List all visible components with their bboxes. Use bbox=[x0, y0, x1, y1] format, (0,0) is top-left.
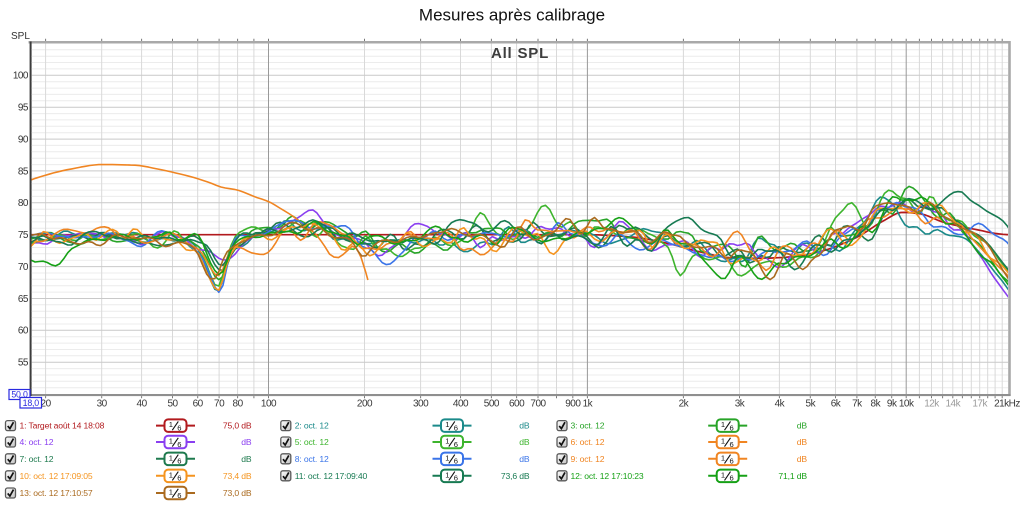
svg-text:10: oct. 12 17:09:05: 10: oct. 12 17:09:05 bbox=[20, 471, 93, 481]
svg-text:6: 6 bbox=[730, 457, 734, 466]
svg-text:5k: 5k bbox=[806, 399, 817, 410]
svg-text:18,0: 18,0 bbox=[23, 398, 40, 408]
svg-text:50,0: 50,0 bbox=[11, 390, 28, 400]
svg-text:6: 6 bbox=[454, 457, 458, 466]
svg-text:100: 100 bbox=[261, 399, 277, 410]
svg-text:6: 6 bbox=[454, 423, 458, 432]
svg-text:9: oct. 12: 9: oct. 12 bbox=[571, 454, 605, 464]
svg-text:21kHz: 21kHz bbox=[994, 399, 1020, 410]
svg-text:1: 1 bbox=[169, 488, 173, 497]
svg-text:70: 70 bbox=[18, 262, 29, 273]
svg-text:40: 40 bbox=[137, 399, 148, 410]
svg-text:6: oct. 12: 6: oct. 12 bbox=[571, 437, 605, 447]
svg-text:8: oct. 12: 8: oct. 12 bbox=[295, 454, 329, 464]
svg-text:90: 90 bbox=[18, 135, 29, 146]
svg-text:9k: 9k bbox=[887, 399, 898, 410]
svg-text:1: 1 bbox=[721, 437, 725, 446]
svg-text:6: 6 bbox=[177, 491, 181, 500]
svg-text:6: 6 bbox=[454, 474, 458, 483]
svg-text:11: oct. 12 17:09:40: 11: oct. 12 17:09:40 bbox=[295, 471, 368, 481]
svg-text:30: 30 bbox=[97, 399, 108, 410]
svg-text:6k: 6k bbox=[831, 399, 842, 410]
svg-text:1: 1 bbox=[445, 470, 449, 479]
svg-text:dB: dB bbox=[519, 454, 530, 464]
svg-text:dB: dB bbox=[797, 437, 808, 447]
svg-text:6: 6 bbox=[730, 423, 734, 432]
svg-text:1: 1 bbox=[169, 470, 173, 479]
svg-text:17k: 17k bbox=[972, 399, 988, 410]
svg-text:3k: 3k bbox=[735, 399, 746, 410]
svg-text:6: 6 bbox=[730, 474, 734, 483]
svg-text:10k: 10k bbox=[899, 399, 915, 410]
svg-text:73,0 dB: 73,0 dB bbox=[223, 488, 252, 498]
svg-text:71,1 dB: 71,1 dB bbox=[778, 471, 807, 481]
svg-text:4k: 4k bbox=[775, 399, 786, 410]
svg-text:5: oct. 12: 5: oct. 12 bbox=[295, 437, 329, 447]
svg-text:1k: 1k bbox=[583, 399, 594, 410]
svg-text:dB: dB bbox=[519, 421, 530, 431]
svg-text:6: 6 bbox=[177, 440, 181, 449]
svg-text:1: 1 bbox=[169, 453, 173, 462]
svg-text:6: 6 bbox=[454, 440, 458, 449]
svg-text:80: 80 bbox=[18, 198, 29, 209]
svg-text:1: 1 bbox=[721, 420, 725, 429]
svg-text:6: 6 bbox=[177, 474, 181, 483]
svg-text:6: 6 bbox=[177, 457, 181, 466]
svg-text:4: oct. 12: 4: oct. 12 bbox=[20, 437, 54, 447]
svg-text:14k: 14k bbox=[945, 399, 961, 410]
svg-text:80: 80 bbox=[233, 399, 244, 410]
svg-text:400: 400 bbox=[453, 399, 469, 410]
svg-text:700: 700 bbox=[530, 399, 546, 410]
svg-text:75: 75 bbox=[18, 230, 29, 241]
svg-text:7k: 7k bbox=[852, 399, 863, 410]
svg-text:12k: 12k bbox=[924, 399, 940, 410]
svg-text:100: 100 bbox=[13, 71, 29, 82]
svg-text:900: 900 bbox=[565, 399, 581, 410]
svg-text:73,6 dB: 73,6 dB bbox=[501, 471, 530, 481]
svg-text:85: 85 bbox=[18, 166, 29, 177]
svg-text:13: oct. 12 17:10:57: 13: oct. 12 17:10:57 bbox=[20, 488, 93, 498]
svg-text:12: oct. 12 17:10:23: 12: oct. 12 17:10:23 bbox=[571, 471, 644, 481]
svg-text:95: 95 bbox=[18, 103, 29, 114]
svg-text:73,4 dB: 73,4 dB bbox=[223, 471, 252, 481]
svg-text:200: 200 bbox=[357, 399, 373, 410]
svg-text:dB: dB bbox=[241, 454, 252, 464]
svg-text:dB: dB bbox=[797, 454, 808, 464]
svg-text:70: 70 bbox=[214, 399, 225, 410]
svg-text:7: oct. 12: 7: oct. 12 bbox=[20, 454, 54, 464]
svg-text:1: 1 bbox=[169, 420, 173, 429]
svg-text:6: 6 bbox=[177, 423, 181, 432]
svg-text:All SPL: All SPL bbox=[491, 45, 549, 62]
svg-text:1: 1 bbox=[445, 453, 449, 462]
svg-text:dB: dB bbox=[519, 437, 530, 447]
svg-text:dB: dB bbox=[241, 437, 252, 447]
svg-text:dB: dB bbox=[797, 421, 808, 431]
svg-text:1: 1 bbox=[445, 420, 449, 429]
svg-text:1: Target août 14 18:08: 1: Target août 14 18:08 bbox=[20, 421, 105, 431]
svg-text:20: 20 bbox=[41, 399, 52, 410]
svg-text:55: 55 bbox=[18, 358, 29, 369]
svg-text:1: 1 bbox=[445, 437, 449, 446]
svg-text:50: 50 bbox=[167, 399, 178, 410]
svg-text:8k: 8k bbox=[871, 399, 882, 410]
svg-text:6: 6 bbox=[730, 440, 734, 449]
svg-text:2: oct. 12: 2: oct. 12 bbox=[295, 421, 329, 431]
svg-text:75,0 dB: 75,0 dB bbox=[223, 421, 252, 431]
svg-text:1: 1 bbox=[721, 470, 725, 479]
svg-text:Mesures après calibrage: Mesures après calibrage bbox=[419, 6, 605, 25]
svg-text:500: 500 bbox=[484, 399, 500, 410]
svg-text:300: 300 bbox=[413, 399, 429, 410]
svg-text:60: 60 bbox=[193, 399, 204, 410]
svg-text:65: 65 bbox=[18, 294, 29, 305]
svg-text:600: 600 bbox=[509, 399, 525, 410]
svg-text:3: oct. 12: 3: oct. 12 bbox=[571, 421, 605, 431]
svg-text:1: 1 bbox=[169, 437, 173, 446]
svg-text:60: 60 bbox=[18, 326, 29, 337]
svg-text:1: 1 bbox=[721, 453, 725, 462]
svg-text:2k: 2k bbox=[679, 399, 690, 410]
svg-text:SPL: SPL bbox=[11, 31, 30, 42]
